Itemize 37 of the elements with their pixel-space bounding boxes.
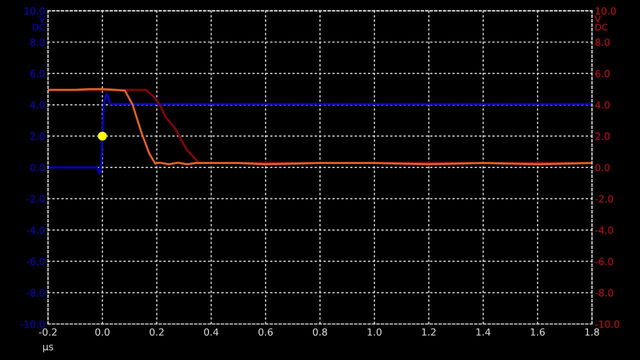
x-tick-label: 0.2 <box>150 328 164 336</box>
x-tick-label: 1.2 <box>422 328 436 336</box>
y2-tick-label: 0.0 <box>595 164 610 172</box>
x-tick-label: 1.4 <box>476 328 490 336</box>
y-tick-label: 6.0 <box>30 70 45 78</box>
y2-tick-label: 4.0 <box>595 101 610 109</box>
y2-tick-label: 8.0 <box>595 38 610 46</box>
x-axis-title: µs <box>43 344 54 352</box>
x-tick-label: 1.0 <box>368 328 382 336</box>
y-tick-label: 8.0 <box>30 38 45 46</box>
x-tick-label: 0.6 <box>258 328 273 336</box>
x-tick-label: 0.8 <box>312 328 328 336</box>
y-tick-label: -4.0 <box>26 226 45 234</box>
x-tick-label: 1.6 <box>530 328 545 336</box>
y2-tick-label: -6.0 <box>595 258 614 266</box>
y2-axis-title: V DC <box>594 16 608 31</box>
y-tick-label: 2.0 <box>30 132 45 140</box>
x-tick-label: -0.2 <box>38 328 57 336</box>
y2-tick-label: -2.0 <box>595 195 614 203</box>
x-tick-label: 0.4 <box>204 328 218 336</box>
y-tick-label: -8.0 <box>26 289 45 297</box>
y-tick-label: 0.0 <box>30 164 45 172</box>
y2-tick-label: -8.0 <box>595 289 614 297</box>
y2-tick-label: 10.0 <box>596 7 616 15</box>
y-tick-label: -2.0 <box>26 195 45 203</box>
y2-tick-label: 6.0 <box>595 70 610 78</box>
y-tick-label: -6.0 <box>26 258 45 266</box>
y-tick-label: -10.0 <box>20 320 45 328</box>
y-tick-label: 10.0 <box>24 7 45 15</box>
x-tick-label: 1.8 <box>585 328 600 336</box>
y2-tick-label: -10.0 <box>595 320 620 328</box>
y-tick-label: 4.0 <box>30 101 45 109</box>
y2-tick-label: -4.0 <box>595 226 614 234</box>
line-series <box>48 92 592 175</box>
x-tick-label: 0.0 <box>95 328 110 336</box>
y2-tick-label: 2.0 <box>595 132 610 140</box>
y-axis-title: V DC <box>32 16 46 31</box>
